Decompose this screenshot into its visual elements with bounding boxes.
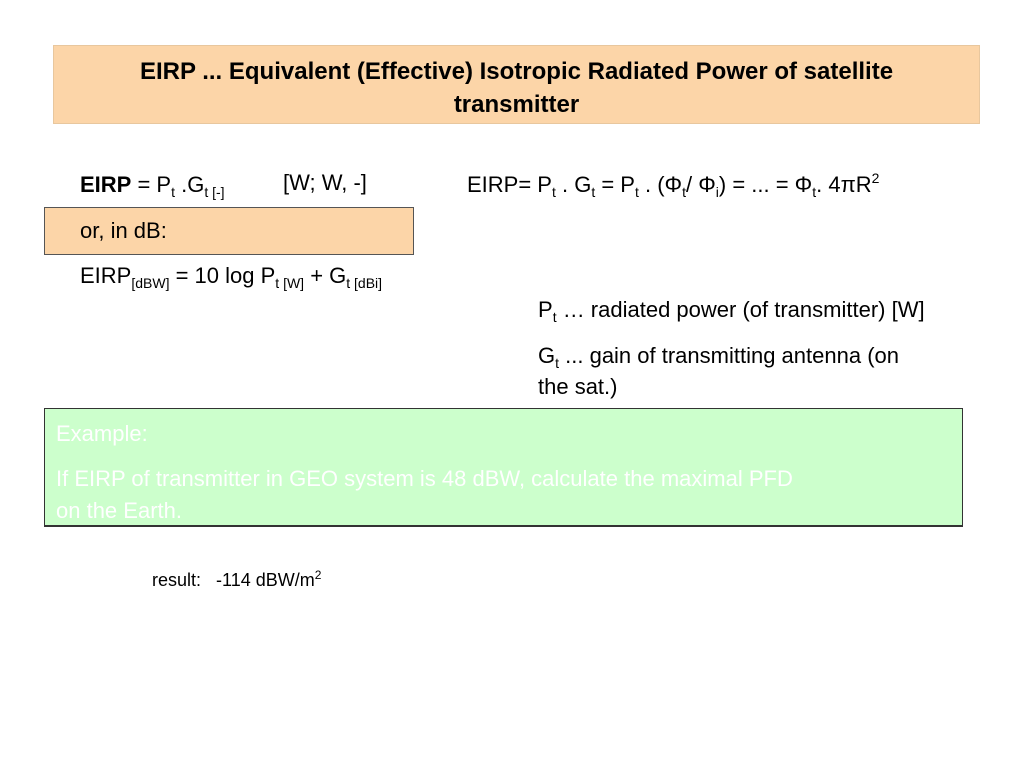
formula-units: [W; W, -] [283, 170, 367, 195]
formula-sup: 2 [871, 170, 880, 186]
definition-gt: Gt ... gain of transmitting antenna (on [538, 343, 899, 371]
db-box: or, in dB: [44, 207, 414, 255]
formula-sub: t [W] [275, 275, 305, 291]
definition-gt-cont: the sat.) [538, 374, 618, 399]
definition-pt: Pt … radiated power (of transmitter) [W] [538, 297, 925, 325]
formula-linear: EIRP = Pt .Gt [-] [80, 172, 225, 200]
formula-part: . 4πR [816, 172, 872, 197]
formula-sub: t [812, 184, 817, 200]
def-sub: t [555, 355, 560, 371]
eirp-bold: EIRP [80, 172, 132, 197]
formula-part: = 10 log P [169, 263, 276, 288]
formula-part: + G [304, 263, 347, 288]
def-symbol: G [538, 343, 556, 368]
def-symbol: P [538, 297, 553, 322]
result: result: -114 dBW/m2 [152, 568, 322, 591]
def-sub: t [552, 309, 557, 325]
def-text: ... gain of transmitting antenna (on [559, 343, 899, 368]
formula-part: . (Φ [638, 172, 683, 197]
example-line-1: If EIRP of transmitter in GEO system is … [56, 466, 793, 491]
result-value: -114 dBW/m [216, 570, 315, 590]
formula-flux: EIRP= Pt . Gt = Pt . (Φt/ Φi) = ... = Φt… [467, 170, 880, 200]
title-text: Equivalent (Effective) Isotropic Radiate… [228, 58, 894, 85]
formula-part: .G [175, 172, 205, 197]
formula-db: EIRP[dBW] = 10 log Pt [W] + Gt [dBi] [80, 263, 383, 291]
formula-sub: t [-] [204, 184, 225, 200]
formula-sub: i [715, 184, 719, 200]
example-heading: Example: [56, 421, 148, 446]
title-acronym: EIRP [139, 58, 196, 85]
formula-part: = P [131, 172, 172, 197]
formula-sub: [dBW] [131, 275, 170, 291]
formula-part: ) = ... = Φ [718, 172, 813, 197]
title-separator: ... [195, 58, 229, 85]
formula-sub: t [682, 184, 686, 200]
formula-sub: t [dBi] [346, 275, 383, 291]
example-line-2: on the Earth. [56, 498, 182, 523]
formula-part: / Φ [685, 172, 716, 197]
result-label: result: [152, 570, 202, 590]
title-line-1: EIRP ... Equivalent (Effective) Isotropi… [54, 55, 979, 88]
title-line-2: transmitter [453, 91, 580, 118]
db-label: or, in dB: [80, 218, 167, 243]
formula-sub: t [634, 184, 639, 200]
formula-part: = P [595, 172, 635, 197]
formula-part: EIRP [80, 263, 132, 288]
def-text: … radiated power (of transmitter) [W] [556, 297, 925, 322]
result-sup: 2 [314, 568, 322, 582]
example-box: Example: If EIRP of transmitter in GEO s… [44, 408, 963, 527]
title-box: EIRP ... Equivalent (Effective) Isotropi… [53, 45, 980, 124]
formula-part: . G [555, 172, 592, 197]
formula-sub: t [591, 184, 596, 200]
formula-part: EIRP= P [467, 172, 552, 197]
formula-sub: t [551, 184, 556, 200]
formula-sub: t [171, 184, 175, 200]
